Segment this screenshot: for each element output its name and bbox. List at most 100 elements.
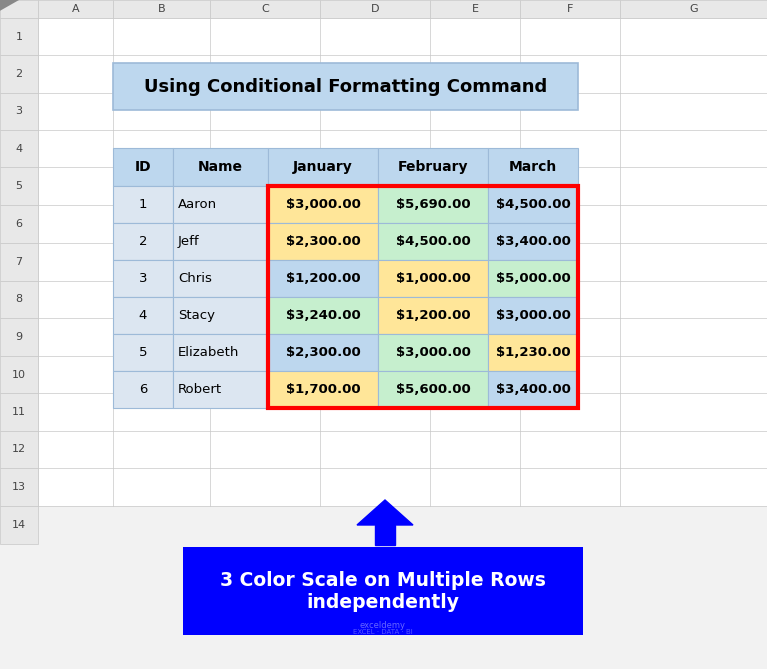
Bar	[268, 148, 378, 186]
Text: $5,600.00: $5,600.00	[396, 383, 470, 396]
Bar	[173, 260, 268, 297]
Text: 5: 5	[139, 346, 147, 359]
Bar	[0, 93, 38, 130]
Bar	[0, 55, 38, 93]
Text: $4,500.00: $4,500.00	[495, 198, 571, 211]
Text: 8: 8	[15, 294, 22, 304]
Text: 5: 5	[15, 181, 22, 191]
Bar	[378, 186, 488, 223]
Bar	[488, 297, 578, 334]
Bar	[0, 281, 38, 318]
Bar	[113, 186, 173, 223]
Bar	[0, 393, 38, 431]
Text: $1,230.00: $1,230.00	[495, 346, 571, 359]
Bar	[38, 0, 113, 18]
Text: 2: 2	[15, 69, 22, 79]
Bar	[173, 297, 268, 334]
Text: $1,200.00: $1,200.00	[396, 309, 470, 322]
Bar	[0, 205, 38, 243]
Bar	[173, 371, 268, 408]
Bar	[113, 63, 578, 110]
Text: $3,000.00: $3,000.00	[285, 198, 360, 211]
Text: Chris: Chris	[178, 272, 212, 285]
Bar	[173, 148, 268, 186]
Text: E: E	[472, 4, 479, 14]
Text: C: C	[261, 4, 269, 14]
Text: D: D	[370, 4, 379, 14]
Text: 3: 3	[139, 272, 147, 285]
Text: $3,400.00: $3,400.00	[495, 383, 571, 396]
Text: 10: 10	[12, 369, 26, 379]
Text: $5,690.00: $5,690.00	[396, 198, 470, 211]
Text: $3,400.00: $3,400.00	[495, 235, 571, 248]
Bar	[488, 186, 578, 223]
Bar	[0, 468, 38, 506]
Text: ID: ID	[135, 160, 151, 174]
Bar	[320, 0, 430, 18]
Text: February: February	[398, 160, 468, 174]
Bar	[378, 297, 488, 334]
Bar	[0, 506, 38, 544]
Text: January: January	[293, 160, 353, 174]
Text: $1,200.00: $1,200.00	[285, 272, 360, 285]
Text: Elizabeth: Elizabeth	[178, 346, 239, 359]
Bar	[113, 334, 173, 371]
Bar	[0, 318, 38, 356]
Bar	[0, 0, 38, 18]
Text: 1: 1	[15, 31, 22, 41]
Text: $3,000.00: $3,000.00	[495, 309, 571, 322]
Text: 1: 1	[139, 198, 147, 211]
Text: 7: 7	[15, 257, 22, 267]
Bar	[488, 223, 578, 260]
Text: $3,240.00: $3,240.00	[285, 309, 360, 322]
Bar	[210, 0, 320, 18]
Bar	[268, 186, 578, 408]
Text: $2,300.00: $2,300.00	[285, 346, 360, 359]
Text: 13: 13	[12, 482, 26, 492]
Bar	[268, 260, 378, 297]
Text: B: B	[158, 4, 166, 14]
Bar	[378, 371, 488, 408]
Text: Jeff: Jeff	[178, 235, 199, 248]
Text: G: G	[690, 4, 698, 14]
Bar	[430, 0, 520, 18]
Bar	[620, 0, 767, 18]
Text: 6: 6	[15, 219, 22, 229]
Bar	[0, 18, 38, 55]
Bar	[173, 223, 268, 260]
Text: 14: 14	[12, 520, 26, 530]
Bar	[268, 334, 378, 371]
Bar	[378, 334, 488, 371]
Text: A: A	[71, 4, 79, 14]
Bar	[38, 18, 767, 506]
Bar	[488, 148, 578, 186]
Text: 3 Color Scale on Multiple Rows
independently: 3 Color Scale on Multiple Rows independe…	[220, 571, 546, 611]
Bar	[520, 0, 620, 18]
Text: F: F	[567, 4, 573, 14]
Bar	[268, 223, 378, 260]
Bar	[488, 371, 578, 408]
Bar	[268, 186, 378, 223]
Text: Using Conditional Formatting Command: Using Conditional Formatting Command	[144, 78, 547, 96]
Bar	[113, 297, 173, 334]
Text: $1,700.00: $1,700.00	[285, 383, 360, 396]
Text: 11: 11	[12, 407, 26, 417]
Text: Name: Name	[198, 160, 243, 174]
Text: 2: 2	[139, 235, 147, 248]
Bar	[173, 186, 268, 223]
Bar	[488, 334, 578, 371]
Bar	[113, 0, 210, 18]
Text: Stacy: Stacy	[178, 309, 215, 322]
Polygon shape	[357, 500, 413, 525]
Text: Robert: Robert	[178, 383, 222, 396]
Text: 3: 3	[15, 106, 22, 116]
Bar	[0, 130, 38, 167]
Text: $3,000.00: $3,000.00	[396, 346, 470, 359]
Bar	[0, 243, 38, 281]
Text: $1,000.00: $1,000.00	[396, 272, 470, 285]
Text: $5,000.00: $5,000.00	[495, 272, 571, 285]
Bar	[378, 223, 488, 260]
Bar	[488, 260, 578, 297]
Bar	[113, 223, 173, 260]
Text: 9: 9	[15, 332, 22, 342]
